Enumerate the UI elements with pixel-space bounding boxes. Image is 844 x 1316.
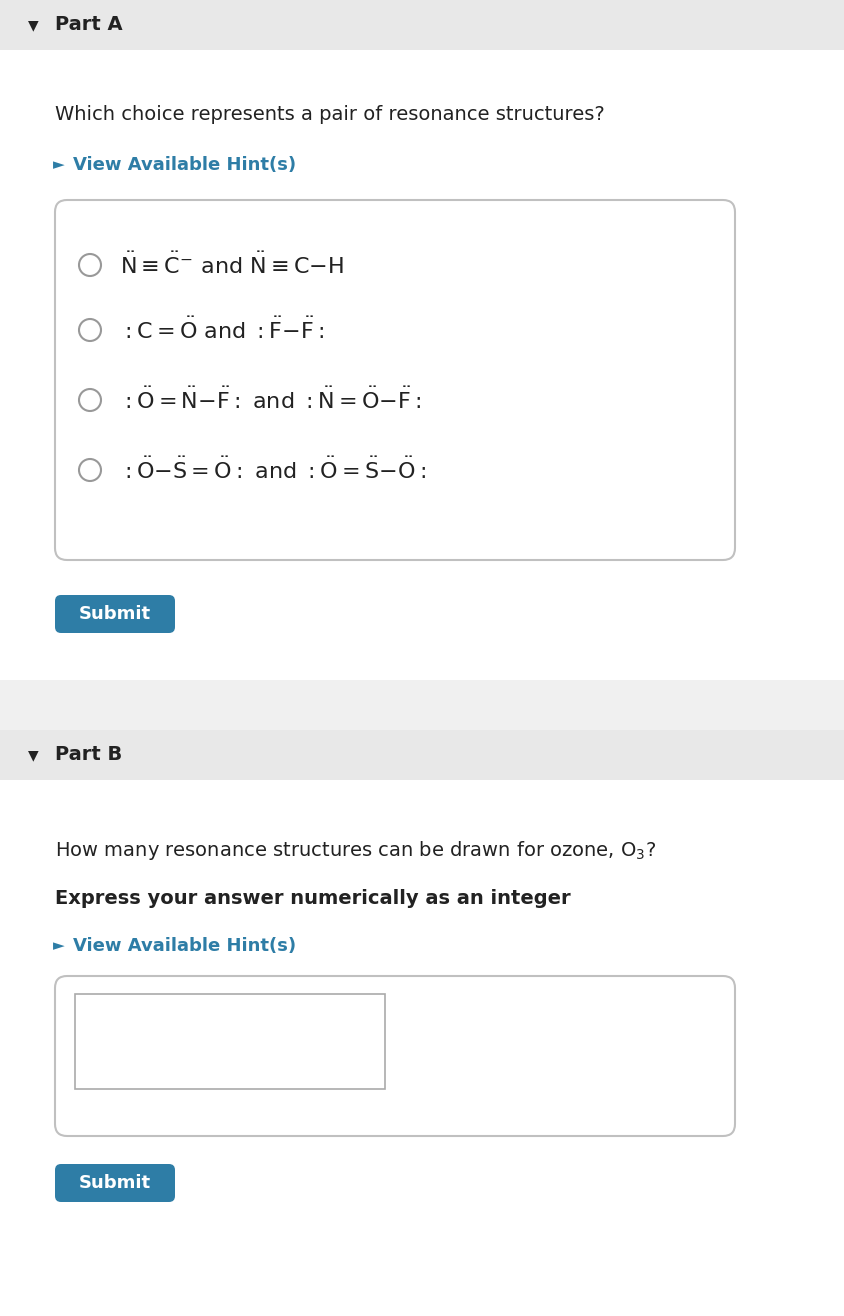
Text: ▼: ▼: [28, 747, 39, 762]
Circle shape: [79, 318, 101, 341]
Text: $:\mathrm{C}{=}\ddot{\mathrm{O}}$ and $:\ddot{\mathrm{F}}{-}\ddot{\mathrm{F}}:$: $:\mathrm{C}{=}\ddot{\mathrm{O}}$ and $:…: [120, 317, 324, 343]
Text: $:\ddot{\mathrm{O}}{-}\ddot{\mathrm{S}}{=}\ddot{\mathrm{O}}:$ and $:\ddot{\mathr: $:\ddot{\mathrm{O}}{-}\ddot{\mathrm{S}}{…: [120, 457, 426, 483]
Bar: [0, 780, 844, 1316]
Bar: [75, 994, 385, 1090]
Text: View Available Hint(s): View Available Hint(s): [73, 157, 296, 174]
Text: $\ddot{\mathrm{N}}{\equiv}\ddot{\mathrm{C}}^{-}$ and $\ddot{\mathrm{N}}{\equiv}\: $\ddot{\mathrm{N}}{\equiv}\ddot{\mathrm{…: [120, 251, 344, 278]
FancyBboxPatch shape: [55, 595, 175, 633]
Bar: [0, 730, 844, 780]
FancyBboxPatch shape: [55, 1163, 175, 1202]
Circle shape: [79, 254, 101, 276]
Text: Submit: Submit: [79, 1174, 151, 1192]
Text: $:\ddot{\mathrm{O}}{=}\ddot{\mathrm{N}}{-}\ddot{\mathrm{F}}:$ and $:\ddot{\mathr: $:\ddot{\mathrm{O}}{=}\ddot{\mathrm{N}}{…: [120, 387, 421, 413]
Bar: [0, 0, 844, 50]
Text: Express your answer numerically as an integer: Express your answer numerically as an in…: [55, 888, 571, 908]
Text: Part B: Part B: [55, 745, 122, 765]
Text: View Available Hint(s): View Available Hint(s): [73, 937, 296, 955]
Text: Submit: Submit: [79, 605, 151, 622]
FancyBboxPatch shape: [55, 200, 735, 561]
Text: ►: ►: [53, 938, 65, 954]
Bar: [0, 680, 844, 730]
Text: Part A: Part A: [55, 16, 122, 34]
Bar: [0, 50, 844, 680]
Circle shape: [79, 390, 101, 411]
Text: ►: ►: [53, 158, 65, 172]
Text: ▼: ▼: [28, 18, 39, 32]
Text: How many resonance structures can be drawn for ozone, $\mathrm{O_3}$?: How many resonance structures can be dra…: [55, 838, 656, 862]
Text: Which choice represents a pair of resonance structures?: Which choice represents a pair of resona…: [55, 105, 605, 125]
Circle shape: [79, 459, 101, 482]
FancyBboxPatch shape: [55, 976, 735, 1136]
